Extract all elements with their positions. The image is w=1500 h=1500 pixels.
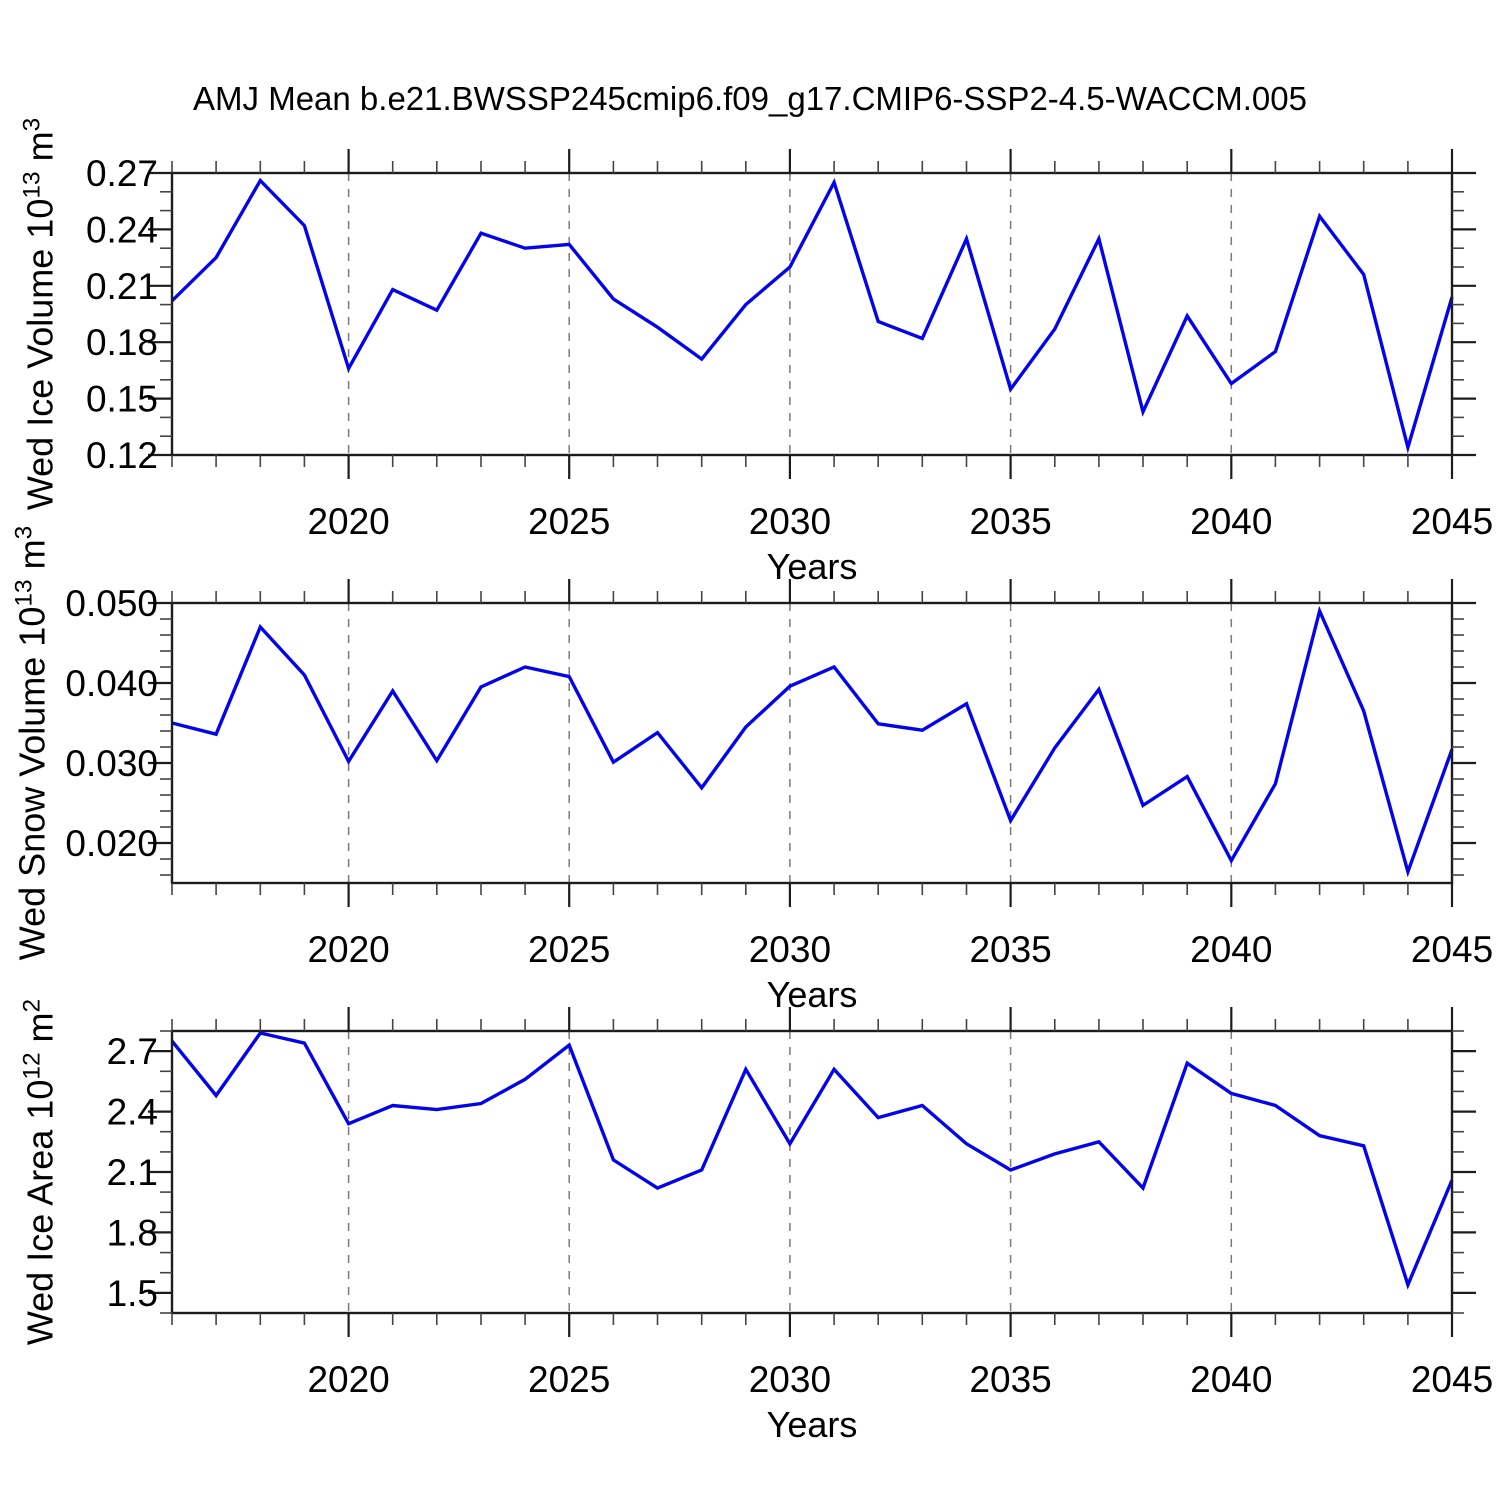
panel-2: 2020 2025 2030 2035 2040 20450.0500.0400.0300… [65, 579, 1493, 1015]
y-tick-label: 0.050 [65, 583, 158, 624]
series-line-wed-ice-area [170, 1031, 1454, 1290]
x-tick-label: 2045 [1411, 1359, 1493, 1400]
x-tick-label: 2035 [969, 929, 1051, 970]
plot-border [170, 171, 1454, 457]
x-tick-label: 2035 [969, 501, 1051, 542]
y-axis-ticks [148, 601, 1476, 876]
y-tick-label: 0.27 [86, 153, 158, 194]
plot-border [170, 1029, 1454, 1315]
x-tick-labels: 2020 2025 2030 2035 2040 2045 [307, 1359, 1493, 1400]
gridlines [347, 1031, 1233, 1313]
y-tick-label: 0.15 [86, 379, 158, 420]
y-tick-label: 0.030 [65, 743, 158, 784]
x-tick-label: 2040 [1190, 929, 1272, 970]
x-tick-label: 2030 [749, 501, 831, 542]
y-tick-labels: 0.27 0.24 0.21 0.18 0.15 0.12 [86, 153, 158, 476]
y-tick-label: 1.8 [107, 1212, 158, 1253]
y-tick-label: 0.24 [86, 209, 158, 250]
y-tick-label: 2.7 [107, 1031, 158, 1072]
panel-1: 2020 2025 2030 2035 2040 2045 0.27 0.24 0.21 0.18… [86, 149, 1493, 587]
x-axis-ticks [171, 579, 1454, 907]
y-tick-label: 0.21 [86, 266, 158, 307]
y-axis-ticks [148, 1030, 1476, 1314]
plot-border [170, 601, 1454, 885]
y-tick-label: 0.020 [65, 823, 158, 864]
gridlines [347, 173, 1233, 455]
x-tick-label: 2020 [307, 501, 389, 542]
x-tick-label: 2025 [528, 929, 610, 970]
x-tick-label: 2020 [307, 1359, 389, 1400]
x-tick-label: 2020 [307, 929, 389, 970]
x-tick-label: 2045 [1411, 929, 1493, 970]
series-line-wed-snow-volume [171, 605, 1454, 878]
y-tick-label: 0.12 [86, 435, 158, 476]
x-axis-ticks [171, 149, 1454, 479]
y-tick-label: 2.4 [107, 1092, 158, 1133]
x-tick-labels: 2020 2025 2030 2035 2040 2045 [307, 929, 1493, 970]
y-tick-label: 2.1 [107, 1152, 158, 1193]
y-tick-labels: 0.050 0.040 0.030 0.020 [65, 583, 158, 864]
panel-3: 2020 2025 2030 2035 2040 2045 2.7 2.4 2.1 1.8 1.5 Y… [107, 1007, 1493, 1445]
chart-title: AMJ Mean b.e21.BWSSP245cmip6.f09_g17.CMI… [193, 80, 1307, 117]
x-tick-label: 2030 [749, 1359, 831, 1400]
x-axis-ticks [171, 1007, 1454, 1337]
x-tick-labels: 2020 2025 2030 2035 2040 2045 [307, 501, 1493, 542]
x-axis-title: Years [767, 1404, 858, 1445]
y-tick-label: 0.040 [65, 663, 158, 704]
x-tick-label: 2025 [528, 1359, 610, 1400]
x-tick-label: 2025 [528, 501, 610, 542]
x-tick-label: 2040 [1190, 501, 1272, 542]
y-tick-label: 0.18 [86, 322, 158, 363]
x-tick-label: 2045 [1411, 501, 1493, 542]
y-axis-ticks [148, 171, 1476, 457]
x-tick-label: 2030 [749, 929, 831, 970]
y-tick-labels: 2.7 2.4 2.1 1.8 1.5 [107, 1031, 158, 1314]
x-axis-title: Years [767, 546, 858, 587]
gridlines [347, 603, 1233, 883]
y-tick-label: 1.5 [107, 1273, 158, 1314]
x-tick-label: 2035 [969, 1359, 1051, 1400]
x-axis-title: Years [767, 974, 858, 1015]
series-line-wed-ice-volume [170, 177, 1454, 454]
x-tick-label: 2040 [1190, 1359, 1272, 1400]
